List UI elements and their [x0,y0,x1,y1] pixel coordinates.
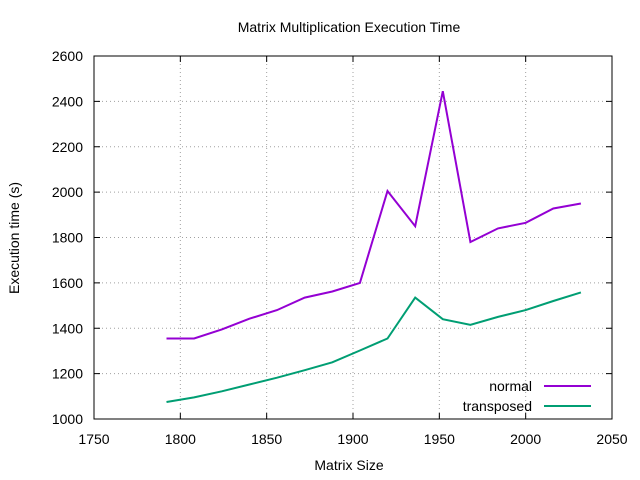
legend-label-transposed: transposed [463,398,532,414]
plot-frame [93,55,613,420]
axis-ticks: 1750 1800 1850 1900 1950 2000 2050 1000 1200 1400… [52,48,628,447]
y-tick-label: 1600 [52,275,83,291]
x-tick-label: 1900 [337,431,368,447]
x-axis-label: Matrix Size [314,457,383,473]
chart-title: Matrix Multiplication Execution Time [238,19,461,35]
y-tick-label: 2000 [52,184,83,200]
legend: normal transposed [463,378,591,414]
y-tick-label: 1800 [52,230,83,246]
y-tick-label: 1400 [52,320,83,336]
y-tick-label: 1200 [52,366,83,382]
y-tick-label: 2600 [52,48,83,64]
y-tick-label: 2400 [52,93,83,109]
legend-label-normal: normal [489,378,532,394]
y-tick-label: 1000 [52,411,83,427]
y-axis-label: Execution time (s) [6,182,22,294]
x-tick-label: 1950 [424,431,455,447]
x-tick-label: 1850 [251,431,282,447]
x-tick-label: 2000 [510,431,541,447]
x-tick-label: 1750 [78,431,109,447]
series-line-normal [166,90,582,340]
series-line-transposed [166,291,582,403]
x-tick-label: 2050 [596,431,627,447]
x-tick-label: 1800 [165,431,196,447]
series-lines [166,90,582,403]
grid [94,56,612,419]
y-tick-label: 2200 [52,139,83,155]
